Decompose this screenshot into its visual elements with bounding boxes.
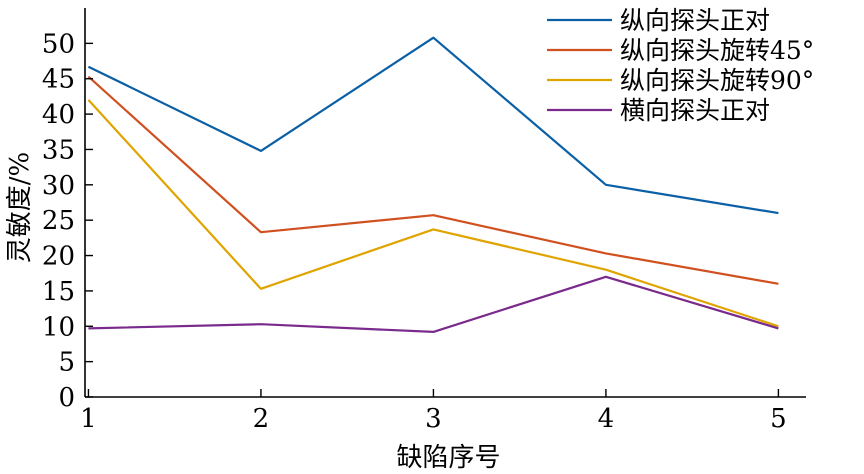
series-line-2 [87,75,779,285]
y-tick-label: 25 [42,206,75,236]
y-tick-label: 15 [42,277,75,307]
legend-label-4: 横向探头正对 [620,96,770,125]
y-tick-label: 20 [42,242,75,272]
x-axis-title: 缺陷序号 [396,443,500,473]
x-tick-label: 4 [598,404,615,434]
legend-label-3: 纵向探头旋转90° [620,66,814,95]
x-tick-label: 2 [253,404,270,434]
plot-lines [87,36,779,333]
y-tick-label: 30 [42,171,75,201]
y-tick-label: 35 [42,135,75,165]
y-tick-label: 45 [42,65,75,95]
y-tick-label: 5 [58,348,75,378]
y-tick-label: 0 [58,383,75,413]
y-tick-label: 40 [42,100,75,130]
x-tick-label: 3 [425,404,442,434]
x-tick-label: 5 [770,404,787,434]
series-line-1 [87,36,779,215]
y-axis-title: 灵敏度/% [5,152,35,263]
legend-label-1: 纵向探头正对 [620,6,770,35]
x-tick-label: 1 [80,404,97,434]
series-line-4 [88,275,779,333]
y-tick-label: 50 [42,29,75,59]
y-tick-label: 10 [42,312,75,342]
axes [84,8,806,398]
legend-label-2: 纵向探头旋转45° [620,36,814,65]
series-line-3 [87,99,779,328]
